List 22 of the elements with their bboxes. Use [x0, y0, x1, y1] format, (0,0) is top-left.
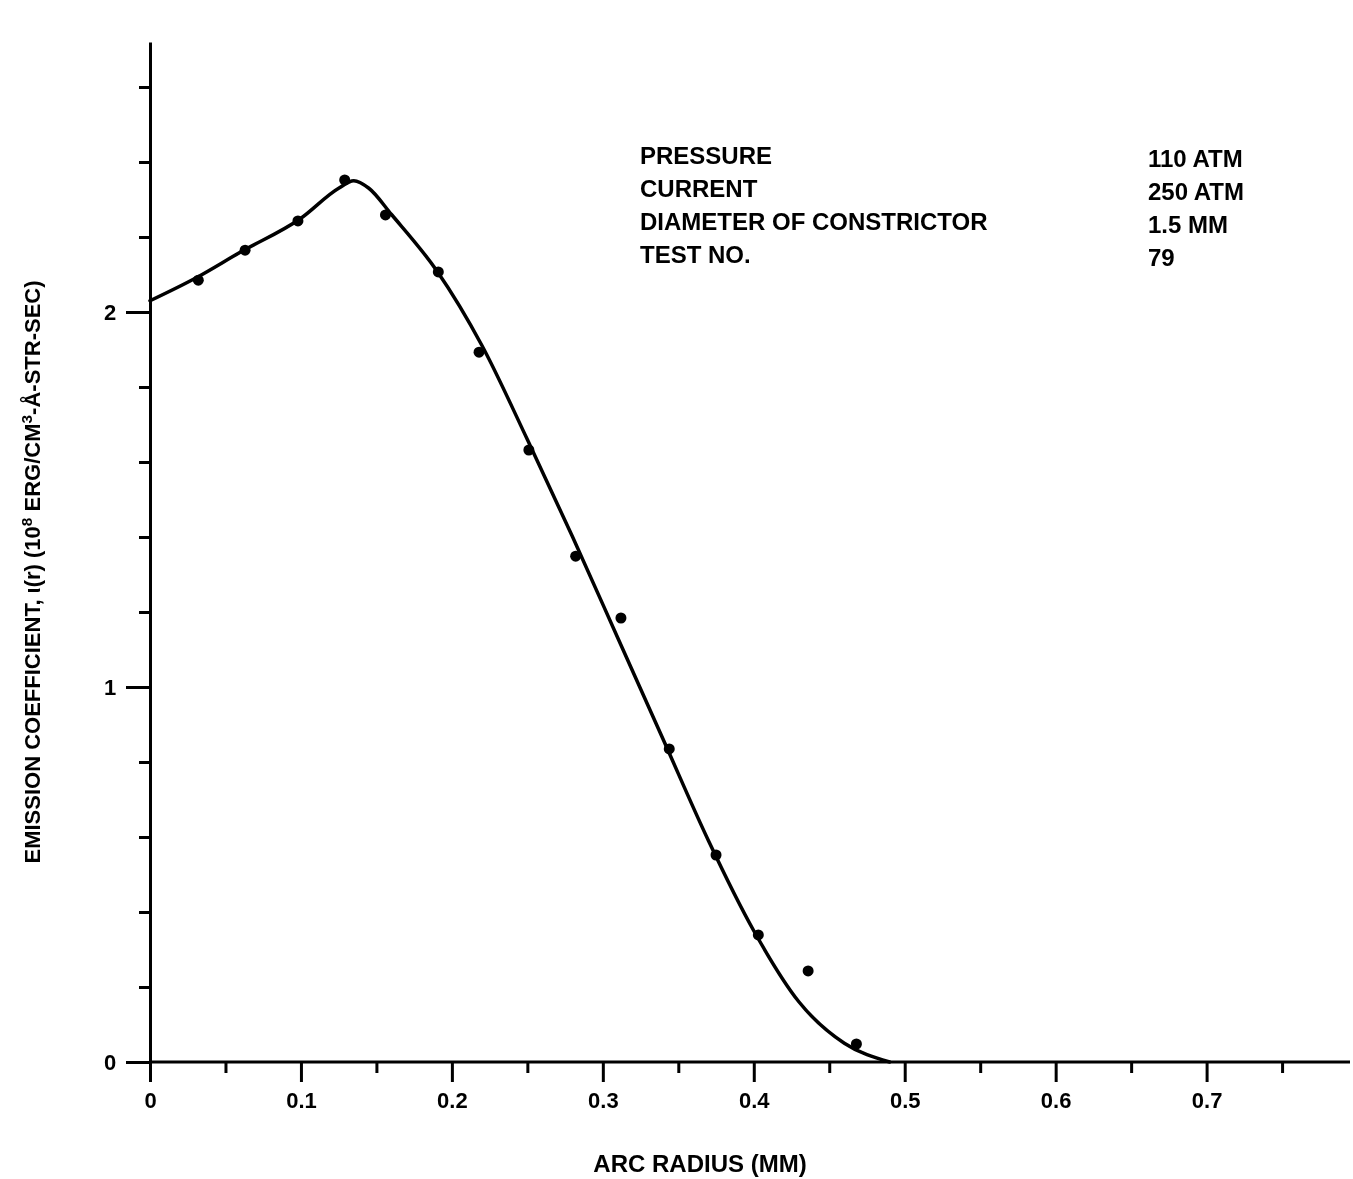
- point: [802, 965, 814, 977]
- annotation: PRESSURE: [640, 142, 773, 169]
- x-tick-label: 0.5: [889, 1087, 921, 1113]
- x-tick-label: 0.2: [437, 1087, 468, 1113]
- annotation: 79: [1148, 244, 1175, 271]
- x-tick-label: 0.6: [1040, 1087, 1072, 1113]
- y-tick-label: 0: [103, 1049, 117, 1075]
- annotation: 250 ATM: [1148, 178, 1245, 205]
- y-tick-label: 1: [103, 674, 117, 700]
- x-tick-label: 0.3: [588, 1087, 619, 1113]
- annotation: 1.5 MM: [1148, 211, 1229, 238]
- annotation: CURRENT: [640, 175, 758, 202]
- x-axis-title: ARC RADIUS (MM): [593, 1150, 807, 1177]
- point: [615, 612, 627, 624]
- x-tick-label: 0: [144, 1087, 157, 1113]
- x-tick-label: 0.4: [738, 1087, 771, 1113]
- x-tick-label: 0.1: [286, 1087, 317, 1113]
- y-tick-label: 2: [103, 299, 117, 325]
- annotation: TEST NO.: [640, 241, 751, 268]
- annotation: DIAMETER OF CONSTRICTOR: [640, 208, 988, 235]
- x-tick-label: 0.7: [1191, 1087, 1223, 1113]
- annotation: 110 ATM: [1148, 145, 1243, 172]
